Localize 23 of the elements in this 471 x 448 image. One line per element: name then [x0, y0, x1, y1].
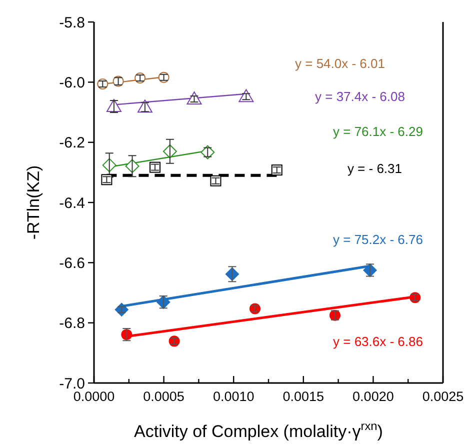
x-tick-label: 0.0010 — [212, 389, 254, 404]
text: y = 76.1x - 6.29 — [333, 124, 423, 139]
y-axis-title: -RTln(KZ) — [24, 165, 43, 240]
y-tick-label: -6.2 — [59, 134, 85, 152]
text: y = 37.4x - 6.08 — [315, 89, 405, 104]
point — [200, 145, 215, 160]
point — [114, 302, 129, 317]
x-tick-label: 0.0015 — [282, 389, 324, 404]
text: y = - 6.31 — [347, 161, 402, 176]
y-tick-label: -6.0 — [59, 74, 85, 92]
y-tick-label: -6.6 — [59, 254, 85, 272]
series-label: y = 75.2x - 6.76 — [333, 232, 423, 247]
y-tick-label: -5.8 — [59, 14, 85, 32]
point — [156, 295, 170, 310]
point — [362, 263, 377, 278]
x-tick-label: 0.0025 — [422, 389, 464, 404]
series-label: y = 63.6x - 6.86 — [333, 334, 423, 349]
text: y = 54.0x - 6.01 — [295, 56, 385, 71]
y-tick-label: -6.4 — [59, 194, 85, 212]
x-axis-title: Activity of Complex (molality·γ$^{rxn}$) — [134, 419, 383, 441]
x-tick-label: 0.0005 — [143, 389, 184, 404]
x-tick-label: 0.0020 — [352, 389, 394, 404]
y-tick-label: -6.8 — [59, 315, 85, 332]
